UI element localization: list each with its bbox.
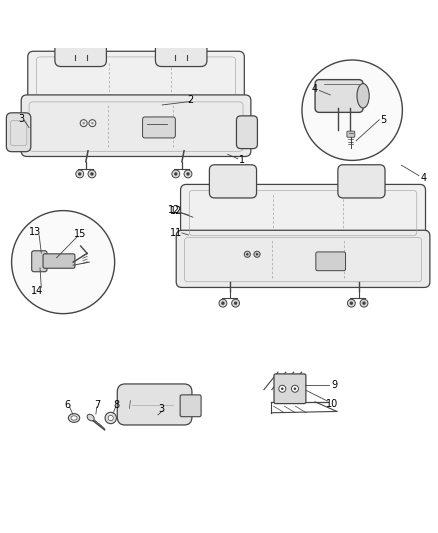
Text: 4: 4 bbox=[420, 173, 427, 183]
FancyBboxPatch shape bbox=[316, 252, 346, 271]
Text: 14: 14 bbox=[31, 286, 43, 295]
Circle shape bbox=[174, 172, 177, 176]
Text: 15: 15 bbox=[74, 229, 86, 239]
Text: 8: 8 bbox=[113, 400, 119, 410]
FancyBboxPatch shape bbox=[347, 131, 355, 138]
Circle shape bbox=[221, 302, 225, 305]
Circle shape bbox=[246, 253, 249, 256]
Text: 12: 12 bbox=[170, 206, 182, 216]
Text: 1: 1 bbox=[239, 155, 245, 165]
FancyBboxPatch shape bbox=[237, 116, 258, 149]
Ellipse shape bbox=[68, 414, 80, 422]
Text: 4: 4 bbox=[312, 84, 318, 94]
Circle shape bbox=[279, 385, 286, 392]
Circle shape bbox=[78, 172, 81, 176]
Circle shape bbox=[232, 299, 240, 307]
Ellipse shape bbox=[357, 84, 369, 108]
Circle shape bbox=[12, 211, 115, 313]
Circle shape bbox=[108, 415, 113, 421]
FancyBboxPatch shape bbox=[180, 395, 201, 417]
FancyBboxPatch shape bbox=[274, 374, 306, 403]
Circle shape bbox=[281, 387, 284, 390]
Text: 3: 3 bbox=[158, 404, 164, 414]
Circle shape bbox=[105, 413, 117, 424]
FancyBboxPatch shape bbox=[43, 254, 75, 268]
FancyBboxPatch shape bbox=[21, 95, 251, 157]
FancyBboxPatch shape bbox=[176, 230, 430, 287]
Circle shape bbox=[91, 122, 94, 125]
Circle shape bbox=[90, 172, 94, 176]
Circle shape bbox=[82, 122, 85, 125]
Ellipse shape bbox=[71, 416, 77, 420]
Circle shape bbox=[184, 170, 192, 178]
Text: 3: 3 bbox=[18, 114, 25, 124]
Circle shape bbox=[256, 253, 258, 256]
Circle shape bbox=[254, 251, 260, 257]
FancyBboxPatch shape bbox=[28, 51, 244, 106]
Circle shape bbox=[186, 172, 190, 176]
Text: 12: 12 bbox=[168, 205, 180, 215]
Text: 11: 11 bbox=[170, 228, 182, 238]
FancyBboxPatch shape bbox=[143, 117, 175, 138]
Circle shape bbox=[362, 302, 366, 305]
FancyBboxPatch shape bbox=[180, 184, 426, 241]
Circle shape bbox=[291, 385, 298, 392]
Text: 2: 2 bbox=[187, 95, 194, 104]
Circle shape bbox=[234, 302, 237, 305]
Text: 9: 9 bbox=[332, 380, 338, 390]
FancyBboxPatch shape bbox=[315, 79, 363, 112]
FancyBboxPatch shape bbox=[155, 30, 207, 67]
Circle shape bbox=[76, 170, 84, 178]
Circle shape bbox=[350, 302, 353, 305]
Text: 10: 10 bbox=[326, 399, 339, 409]
Circle shape bbox=[293, 387, 296, 390]
FancyBboxPatch shape bbox=[32, 251, 47, 272]
Circle shape bbox=[219, 299, 227, 307]
Circle shape bbox=[347, 299, 355, 307]
Ellipse shape bbox=[87, 414, 94, 421]
Text: 6: 6 bbox=[64, 400, 70, 410]
FancyBboxPatch shape bbox=[338, 165, 385, 198]
Text: 5: 5 bbox=[381, 115, 387, 125]
Circle shape bbox=[244, 251, 251, 257]
Circle shape bbox=[172, 170, 180, 178]
Circle shape bbox=[88, 170, 96, 178]
FancyBboxPatch shape bbox=[7, 113, 31, 152]
Circle shape bbox=[360, 299, 368, 307]
Text: 7: 7 bbox=[95, 400, 101, 410]
Circle shape bbox=[302, 60, 403, 160]
FancyBboxPatch shape bbox=[55, 30, 106, 67]
FancyBboxPatch shape bbox=[209, 165, 257, 198]
Text: 13: 13 bbox=[28, 228, 41, 237]
FancyBboxPatch shape bbox=[117, 384, 192, 425]
